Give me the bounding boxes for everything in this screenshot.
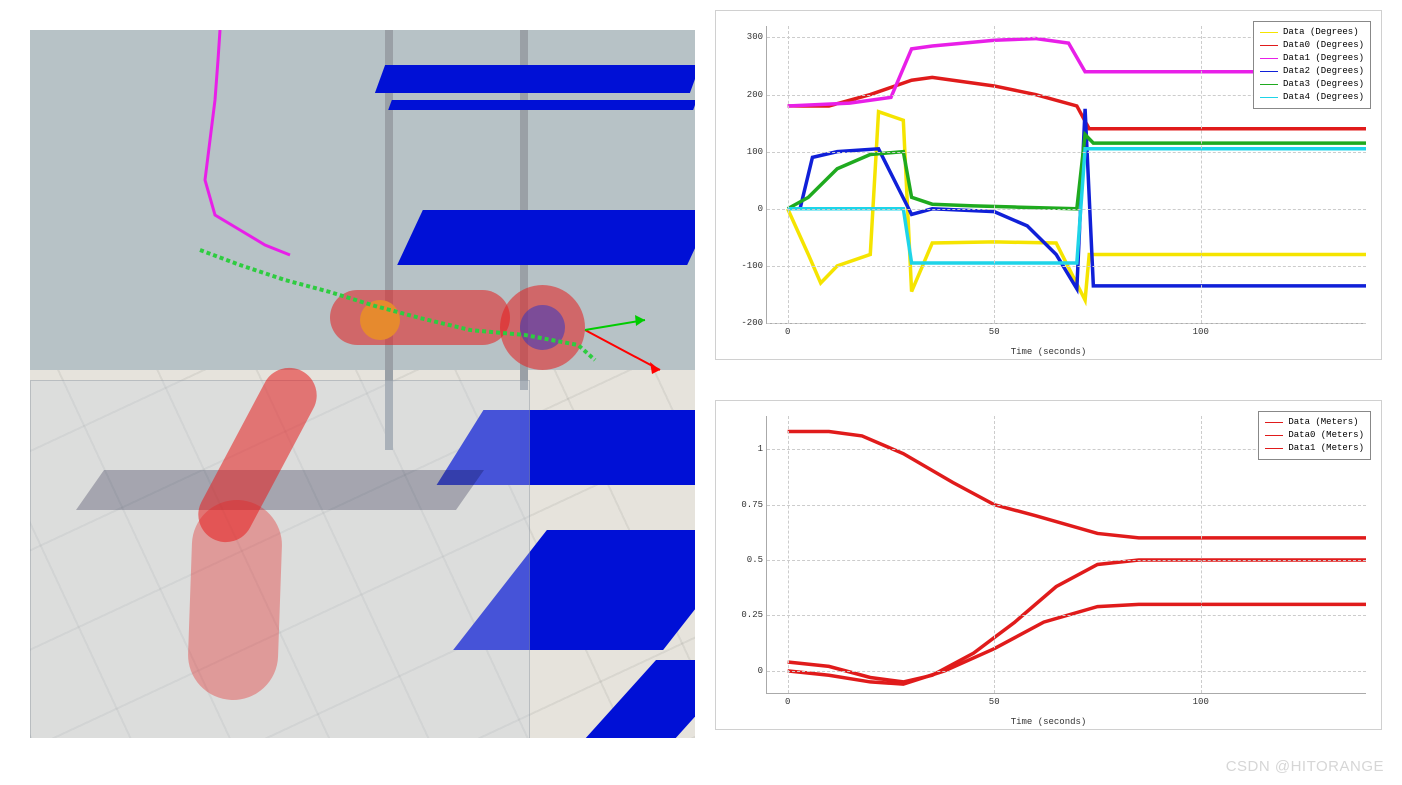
watermark: CSDN @HITORANGE bbox=[1226, 758, 1384, 775]
legend-1: Data (Degrees)Data0 (Degrees)Data1 (Degr… bbox=[1253, 21, 1371, 109]
legend-item: Data1 (Meters) bbox=[1265, 442, 1364, 455]
ytick: -200 bbox=[741, 318, 763, 328]
legend-item: Data4 (Degrees) bbox=[1260, 91, 1364, 104]
legend-item: Data (Meters) bbox=[1265, 416, 1364, 429]
ytick: 1 bbox=[758, 444, 763, 454]
legend-item: Data3 (Degrees) bbox=[1260, 78, 1364, 91]
legend-item: Data (Degrees) bbox=[1260, 26, 1364, 39]
ytick: 100 bbox=[747, 147, 763, 157]
xtick: 50 bbox=[989, 327, 1000, 337]
ytick: 300 bbox=[747, 32, 763, 42]
ytick: 0.25 bbox=[741, 610, 763, 620]
ytick: 0 bbox=[758, 204, 763, 214]
legend-item: Data2 (Degrees) bbox=[1260, 65, 1364, 78]
root: -200-1000100200300050100 Data (Degrees)D… bbox=[0, 0, 1402, 785]
ytick: 0 bbox=[758, 666, 763, 676]
xlabel-2: Time (seconds) bbox=[1011, 717, 1087, 727]
ytick: -100 bbox=[741, 261, 763, 271]
legend-item: Data0 (Degrees) bbox=[1260, 39, 1364, 52]
legend-item: Data0 (Meters) bbox=[1265, 429, 1364, 442]
xtick: 50 bbox=[989, 697, 1000, 707]
xtick: 0 bbox=[785, 327, 790, 337]
ytick: 0.5 bbox=[747, 555, 763, 565]
xtick: 0 bbox=[785, 697, 790, 707]
xtick: 100 bbox=[1193, 697, 1209, 707]
chart-joint-angles[interactable]: -200-1000100200300050100 Data (Degrees)D… bbox=[715, 10, 1382, 360]
charts-panel: -200-1000100200300050100 Data (Degrees)D… bbox=[695, 0, 1402, 785]
trajectory-overlay bbox=[30, 30, 695, 738]
chart-positions[interactable]: 0 0.25 0.5 0.75 1 0 50 100 Data (Meters)Data0 (… bbox=[715, 400, 1382, 730]
xtick: 100 bbox=[1193, 327, 1209, 337]
legend-2: Data (Meters)Data0 (Meters)Data1 (Meters… bbox=[1258, 411, 1371, 460]
xlabel-1: Time (seconds) bbox=[1011, 347, 1087, 357]
simulation-viewport[interactable] bbox=[30, 30, 695, 738]
ytick: 200 bbox=[747, 90, 763, 100]
ytick: 0.75 bbox=[741, 500, 763, 510]
legend-item: Data1 (Degrees) bbox=[1260, 52, 1364, 65]
